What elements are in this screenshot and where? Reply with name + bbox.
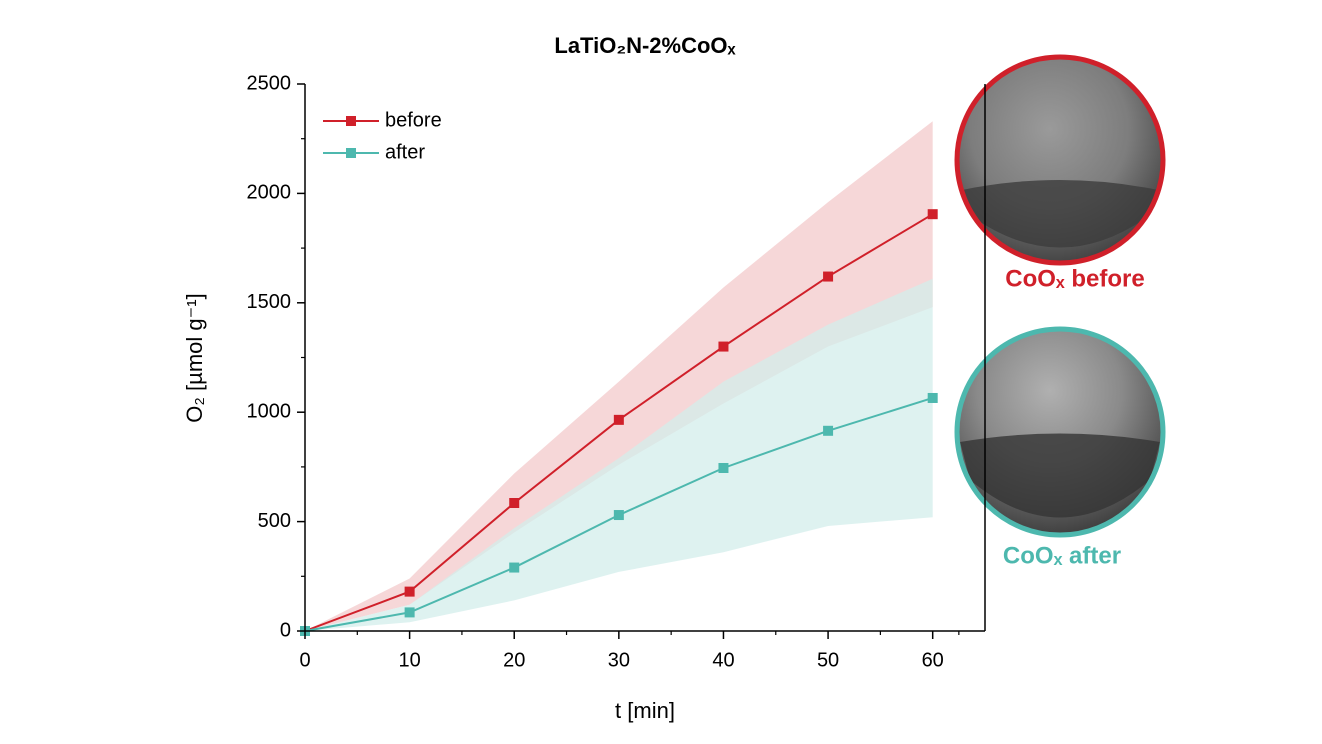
x-tick-label: 50 xyxy=(817,649,839,671)
x-tick-label: 30 xyxy=(608,649,630,671)
y-tick-label: 2000 xyxy=(247,182,292,204)
x-axis-title: t [min] xyxy=(615,698,675,723)
inset-border xyxy=(954,326,1166,538)
data-point xyxy=(613,510,624,521)
x-tick-label: 20 xyxy=(503,649,525,671)
data-point xyxy=(823,271,834,282)
data-point xyxy=(927,209,938,220)
x-tick-label: 60 xyxy=(922,649,944,671)
y-tick-label: 500 xyxy=(258,510,291,532)
inset-label: CoOₓ after xyxy=(1003,542,1121,569)
x-tick-label: 40 xyxy=(712,649,734,671)
legend-label: before xyxy=(385,109,442,131)
x-tick-label: 10 xyxy=(398,649,420,671)
inset-texture xyxy=(962,180,1158,248)
y-tick-label: 1500 xyxy=(247,291,292,313)
data-point xyxy=(718,341,729,352)
data-point xyxy=(613,414,624,425)
data-point xyxy=(404,607,415,618)
legend-label: after xyxy=(385,141,425,163)
y-tick-label: 1000 xyxy=(247,400,292,422)
y-axis-title: O₂ [µmol g⁻¹] xyxy=(182,293,207,422)
legend-marker xyxy=(346,148,356,158)
data-point xyxy=(509,498,520,509)
x-tick-label: 0 xyxy=(299,649,310,671)
y-tick-label: 0 xyxy=(280,619,291,641)
error-band xyxy=(305,278,933,631)
inset-label: CoOₓ before xyxy=(1005,265,1144,292)
plot-area xyxy=(300,121,938,636)
error-band xyxy=(305,121,933,632)
data-point xyxy=(404,586,415,597)
chart-title: LaTiO₂N-2%CoOₓ xyxy=(554,33,736,58)
y-tick-label: 2500 xyxy=(247,72,292,94)
legend-marker xyxy=(346,116,356,126)
data-point xyxy=(509,562,520,573)
data-point xyxy=(927,392,938,403)
inset-texture xyxy=(960,433,1160,518)
data-point xyxy=(718,462,729,473)
inset-border xyxy=(954,54,1166,266)
data-point xyxy=(823,425,834,436)
